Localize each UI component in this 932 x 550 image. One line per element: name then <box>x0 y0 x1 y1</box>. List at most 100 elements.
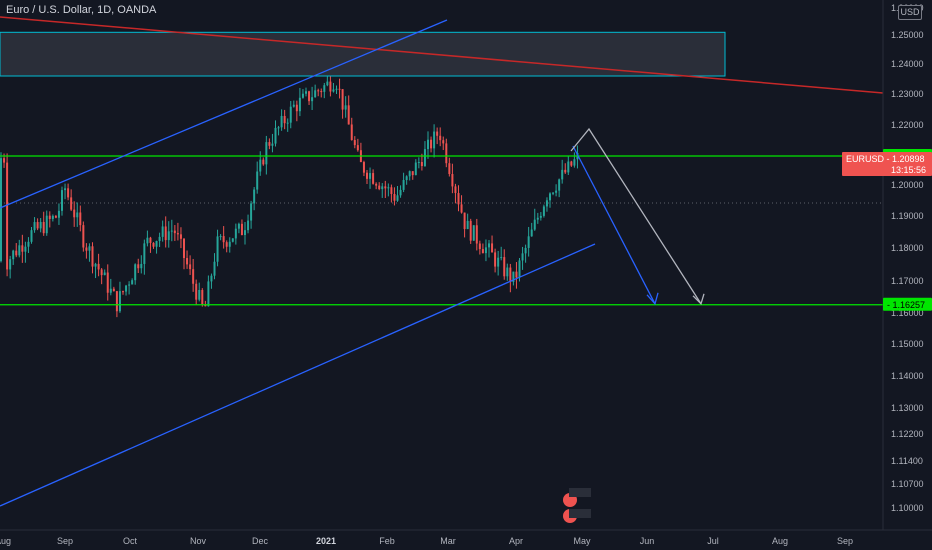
candles <box>0 76 579 318</box>
currency-button[interactable]: USD <box>898 5 922 20</box>
candle <box>277 125 280 136</box>
candle <box>128 281 131 295</box>
candle <box>73 201 76 227</box>
candle <box>427 131 429 159</box>
candle <box>112 286 115 292</box>
candle <box>430 136 433 153</box>
candle <box>436 127 439 145</box>
candle <box>417 157 420 169</box>
candle <box>158 232 161 248</box>
blue-arrow-head <box>646 292 659 306</box>
candle <box>396 185 399 202</box>
candle-body <box>326 81 329 86</box>
candle-body <box>210 275 213 282</box>
candle <box>219 234 222 241</box>
candle <box>170 219 173 242</box>
candle <box>15 243 18 258</box>
candle <box>201 288 204 307</box>
x-tick-label: Jul <box>707 536 719 546</box>
candle-body <box>103 272 106 276</box>
y-tick-label: 1.19000 <box>891 211 924 221</box>
candle-body <box>216 236 219 262</box>
candle <box>122 290 124 295</box>
candle-body <box>140 263 143 269</box>
candle-body <box>268 142 271 146</box>
candle <box>131 278 134 285</box>
candle <box>298 87 301 117</box>
candle-body <box>503 257 506 277</box>
candle <box>445 138 448 168</box>
x-tick-label: May <box>573 536 591 546</box>
candle-body <box>472 225 475 241</box>
candle-body <box>414 162 417 176</box>
candle-body <box>573 159 576 166</box>
candle-body <box>555 190 558 193</box>
candle <box>524 244 527 263</box>
candle-body <box>48 215 51 219</box>
candle-body <box>405 176 408 181</box>
candle <box>317 88 320 97</box>
candle-body <box>320 91 323 93</box>
candle-body <box>420 162 423 167</box>
candle <box>21 234 24 263</box>
candle <box>79 205 82 232</box>
candle-body <box>237 223 240 229</box>
candle-body <box>234 228 237 239</box>
candle <box>271 133 274 153</box>
candle-body <box>283 115 286 124</box>
candle <box>176 222 179 241</box>
support-price-tag: - 1.16257 <box>887 300 925 310</box>
candle <box>36 218 39 231</box>
candle-body <box>207 281 210 307</box>
candle-body <box>494 252 497 267</box>
candle <box>481 243 484 254</box>
candle-body <box>536 217 539 220</box>
candle-body <box>298 97 301 112</box>
candle-body <box>100 269 103 276</box>
candle-body <box>491 243 494 253</box>
x-tick-label: Aug <box>0 536 11 546</box>
candle <box>45 210 48 236</box>
candle <box>484 239 487 262</box>
y-tick-label: 1.23000 <box>891 89 924 99</box>
candle <box>393 187 396 206</box>
candle-body <box>518 260 521 278</box>
candle-body <box>256 171 259 190</box>
event-badge <box>569 509 591 518</box>
candle-body <box>274 127 277 144</box>
candle-body <box>335 88 338 90</box>
candle <box>506 263 509 281</box>
candle <box>475 218 478 251</box>
candle <box>118 281 121 313</box>
candle-body <box>21 245 24 252</box>
candle-body <box>445 143 448 164</box>
candle <box>347 95 350 125</box>
candle-body <box>143 243 146 264</box>
candle-body <box>189 264 192 270</box>
candle <box>369 167 372 189</box>
support-price-tag-bg <box>883 297 932 311</box>
candle <box>88 243 91 262</box>
candle <box>521 246 524 270</box>
candle-body <box>314 90 317 98</box>
candle-body <box>387 187 390 189</box>
candle <box>12 249 15 265</box>
candle-body <box>390 187 393 194</box>
candle <box>18 239 21 258</box>
candle-body <box>183 238 185 259</box>
channel-upper-line <box>0 19 448 209</box>
candle <box>372 169 375 185</box>
candle-body <box>564 169 567 173</box>
candle <box>283 109 286 130</box>
candle <box>530 222 533 237</box>
candle <box>210 273 213 289</box>
candle <box>54 214 57 219</box>
y-tick-label: 1.22000 <box>891 120 924 130</box>
candle <box>85 243 88 259</box>
candle-body <box>131 280 134 285</box>
candle <box>256 161 259 194</box>
y-tick-label: 1.13000 <box>891 403 924 413</box>
candle <box>561 159 564 184</box>
